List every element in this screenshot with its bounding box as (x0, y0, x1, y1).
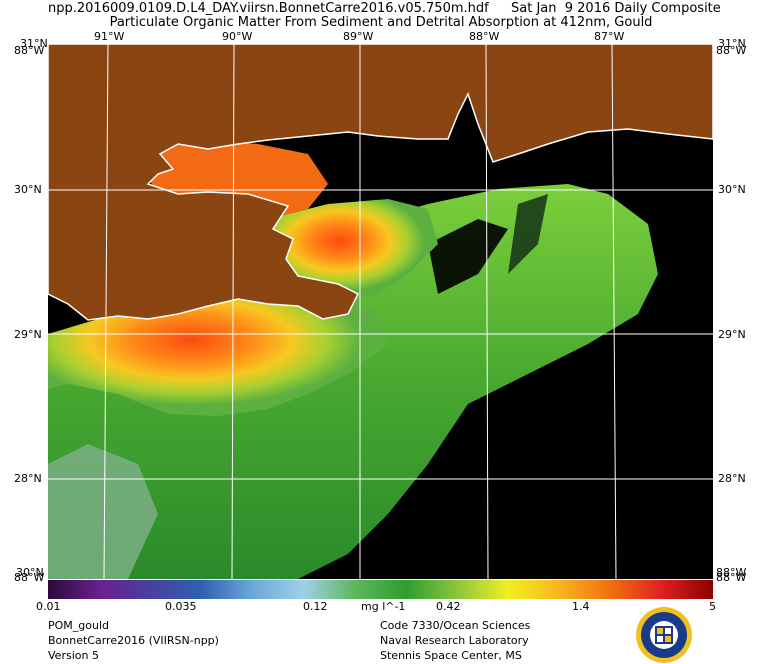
colorbar-tick: 5 (709, 600, 716, 613)
corner-lat-label: 31°N (20, 37, 48, 50)
lat-label: 28°N (718, 472, 746, 485)
corner-lat-label: 31°N (718, 37, 746, 50)
map-title: Particulate Organic Matter From Sediment… (109, 15, 653, 30)
colorbar-gradient (48, 580, 713, 599)
file-name: npp.2016009.0109.D.L4_DAY.viirsn.BonnetC… (48, 1, 489, 16)
colorbar-units: mg l^-1 (361, 600, 406, 613)
lon-label: 91°W (94, 30, 125, 43)
footer-org-location: Stennis Space Center, MS (380, 649, 522, 662)
colorbar-tick: 0.42 (436, 600, 461, 613)
lon-label: 88°W (469, 30, 500, 43)
lon-label: 90°W (222, 30, 253, 43)
navy-research-laboratory-seal-icon (636, 607, 692, 663)
lat-label: 30°N (14, 183, 42, 196)
footer-version: Version 5 (48, 649, 99, 662)
footer-product: POM_gould (48, 619, 110, 632)
colorbar (48, 580, 713, 599)
lon-label: 89°W (343, 30, 374, 43)
lat-label: 28°N (14, 472, 42, 485)
composite-date: Sat Jan 9 2016 Daily Composite (511, 1, 721, 16)
corner-lon-label: 88°W (716, 571, 747, 584)
corner-lon-label: 88°W (14, 44, 45, 57)
lat-label: 30°N (718, 183, 746, 196)
colorbar-tick: 0.035 (165, 600, 197, 613)
lat-label: 29°N (718, 328, 746, 341)
corner-lon-label: 88°W (14, 571, 45, 584)
corner-lon-label: 88°W (716, 44, 747, 57)
corner-lat-label: 88°W (716, 566, 747, 579)
lon-label: 87°W (594, 30, 625, 43)
colorbar-tick: 0.12 (303, 600, 328, 613)
footer-org-code: Code 7330/Ocean Sciences (380, 619, 531, 632)
satellite-map[interactable] (48, 44, 713, 579)
shelf-water-region (48, 184, 658, 579)
footer-org-name: Naval Research Laboratory (380, 634, 529, 647)
colorbar-tick: 1.4 (572, 600, 590, 613)
lat-label: 29°N (14, 328, 42, 341)
colorbar-tick: 0.01 (36, 600, 61, 613)
corner-lat-label: 30°N (16, 566, 44, 579)
footer-region: BonnetCarre2016 (VIIRSN-npp) (48, 634, 219, 647)
graticule (48, 44, 713, 579)
